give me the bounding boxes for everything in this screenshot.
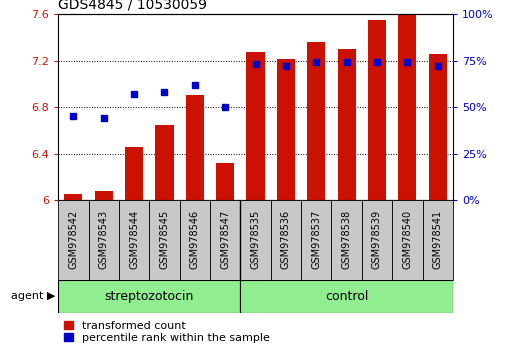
Bar xyxy=(155,125,173,200)
Bar xyxy=(361,200,391,280)
Bar xyxy=(125,147,143,200)
Bar xyxy=(307,42,325,200)
Text: control: control xyxy=(324,290,368,303)
Bar xyxy=(367,20,385,200)
Bar xyxy=(210,200,240,280)
Bar xyxy=(216,163,234,200)
Bar xyxy=(240,280,452,313)
Text: GSM978547: GSM978547 xyxy=(220,210,230,269)
Bar xyxy=(300,200,331,280)
Text: GSM978537: GSM978537 xyxy=(311,210,321,269)
Bar xyxy=(276,59,294,200)
Text: GSM978538: GSM978538 xyxy=(341,210,351,269)
Bar xyxy=(58,280,240,313)
Bar xyxy=(64,194,82,200)
Bar xyxy=(179,200,210,280)
Bar xyxy=(58,200,88,280)
Bar xyxy=(428,54,446,200)
Bar xyxy=(331,200,361,280)
Bar xyxy=(270,200,300,280)
Text: GSM978543: GSM978543 xyxy=(98,210,109,269)
Legend: transformed count, percentile rank within the sample: transformed count, percentile rank withi… xyxy=(64,321,269,343)
Text: GSM978541: GSM978541 xyxy=(432,210,442,269)
Text: GSM978542: GSM978542 xyxy=(68,210,78,269)
Bar xyxy=(422,200,452,280)
Text: streptozotocin: streptozotocin xyxy=(105,290,193,303)
Text: GSM978545: GSM978545 xyxy=(159,210,169,269)
Text: GDS4845 / 10530059: GDS4845 / 10530059 xyxy=(58,0,207,12)
Bar xyxy=(391,200,422,280)
Bar xyxy=(240,200,270,280)
Bar xyxy=(246,52,264,200)
Text: GSM978536: GSM978536 xyxy=(280,210,290,269)
Bar xyxy=(119,200,149,280)
Text: GSM978535: GSM978535 xyxy=(250,210,260,269)
Bar xyxy=(149,200,179,280)
Text: agent ▶: agent ▶ xyxy=(11,291,55,302)
Bar xyxy=(88,200,119,280)
Text: GSM978544: GSM978544 xyxy=(129,210,139,269)
Text: GSM978539: GSM978539 xyxy=(371,210,381,269)
Text: GSM978540: GSM978540 xyxy=(401,210,412,269)
Bar xyxy=(94,191,113,200)
Bar xyxy=(397,15,416,200)
Text: GSM978546: GSM978546 xyxy=(189,210,199,269)
Bar xyxy=(185,96,204,200)
Bar xyxy=(337,49,355,200)
